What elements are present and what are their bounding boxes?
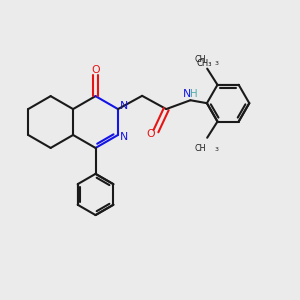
Text: N: N: [183, 89, 192, 99]
Text: H: H: [190, 89, 198, 99]
Text: N: N: [120, 132, 129, 142]
Text: CH₃: CH₃: [196, 59, 212, 68]
Text: O: O: [91, 64, 100, 75]
Text: 3: 3: [214, 147, 218, 152]
Text: CH: CH: [194, 55, 206, 64]
Text: 3: 3: [214, 61, 218, 66]
Text: CH: CH: [194, 144, 206, 153]
Text: O: O: [146, 129, 155, 139]
Text: N: N: [120, 100, 129, 110]
